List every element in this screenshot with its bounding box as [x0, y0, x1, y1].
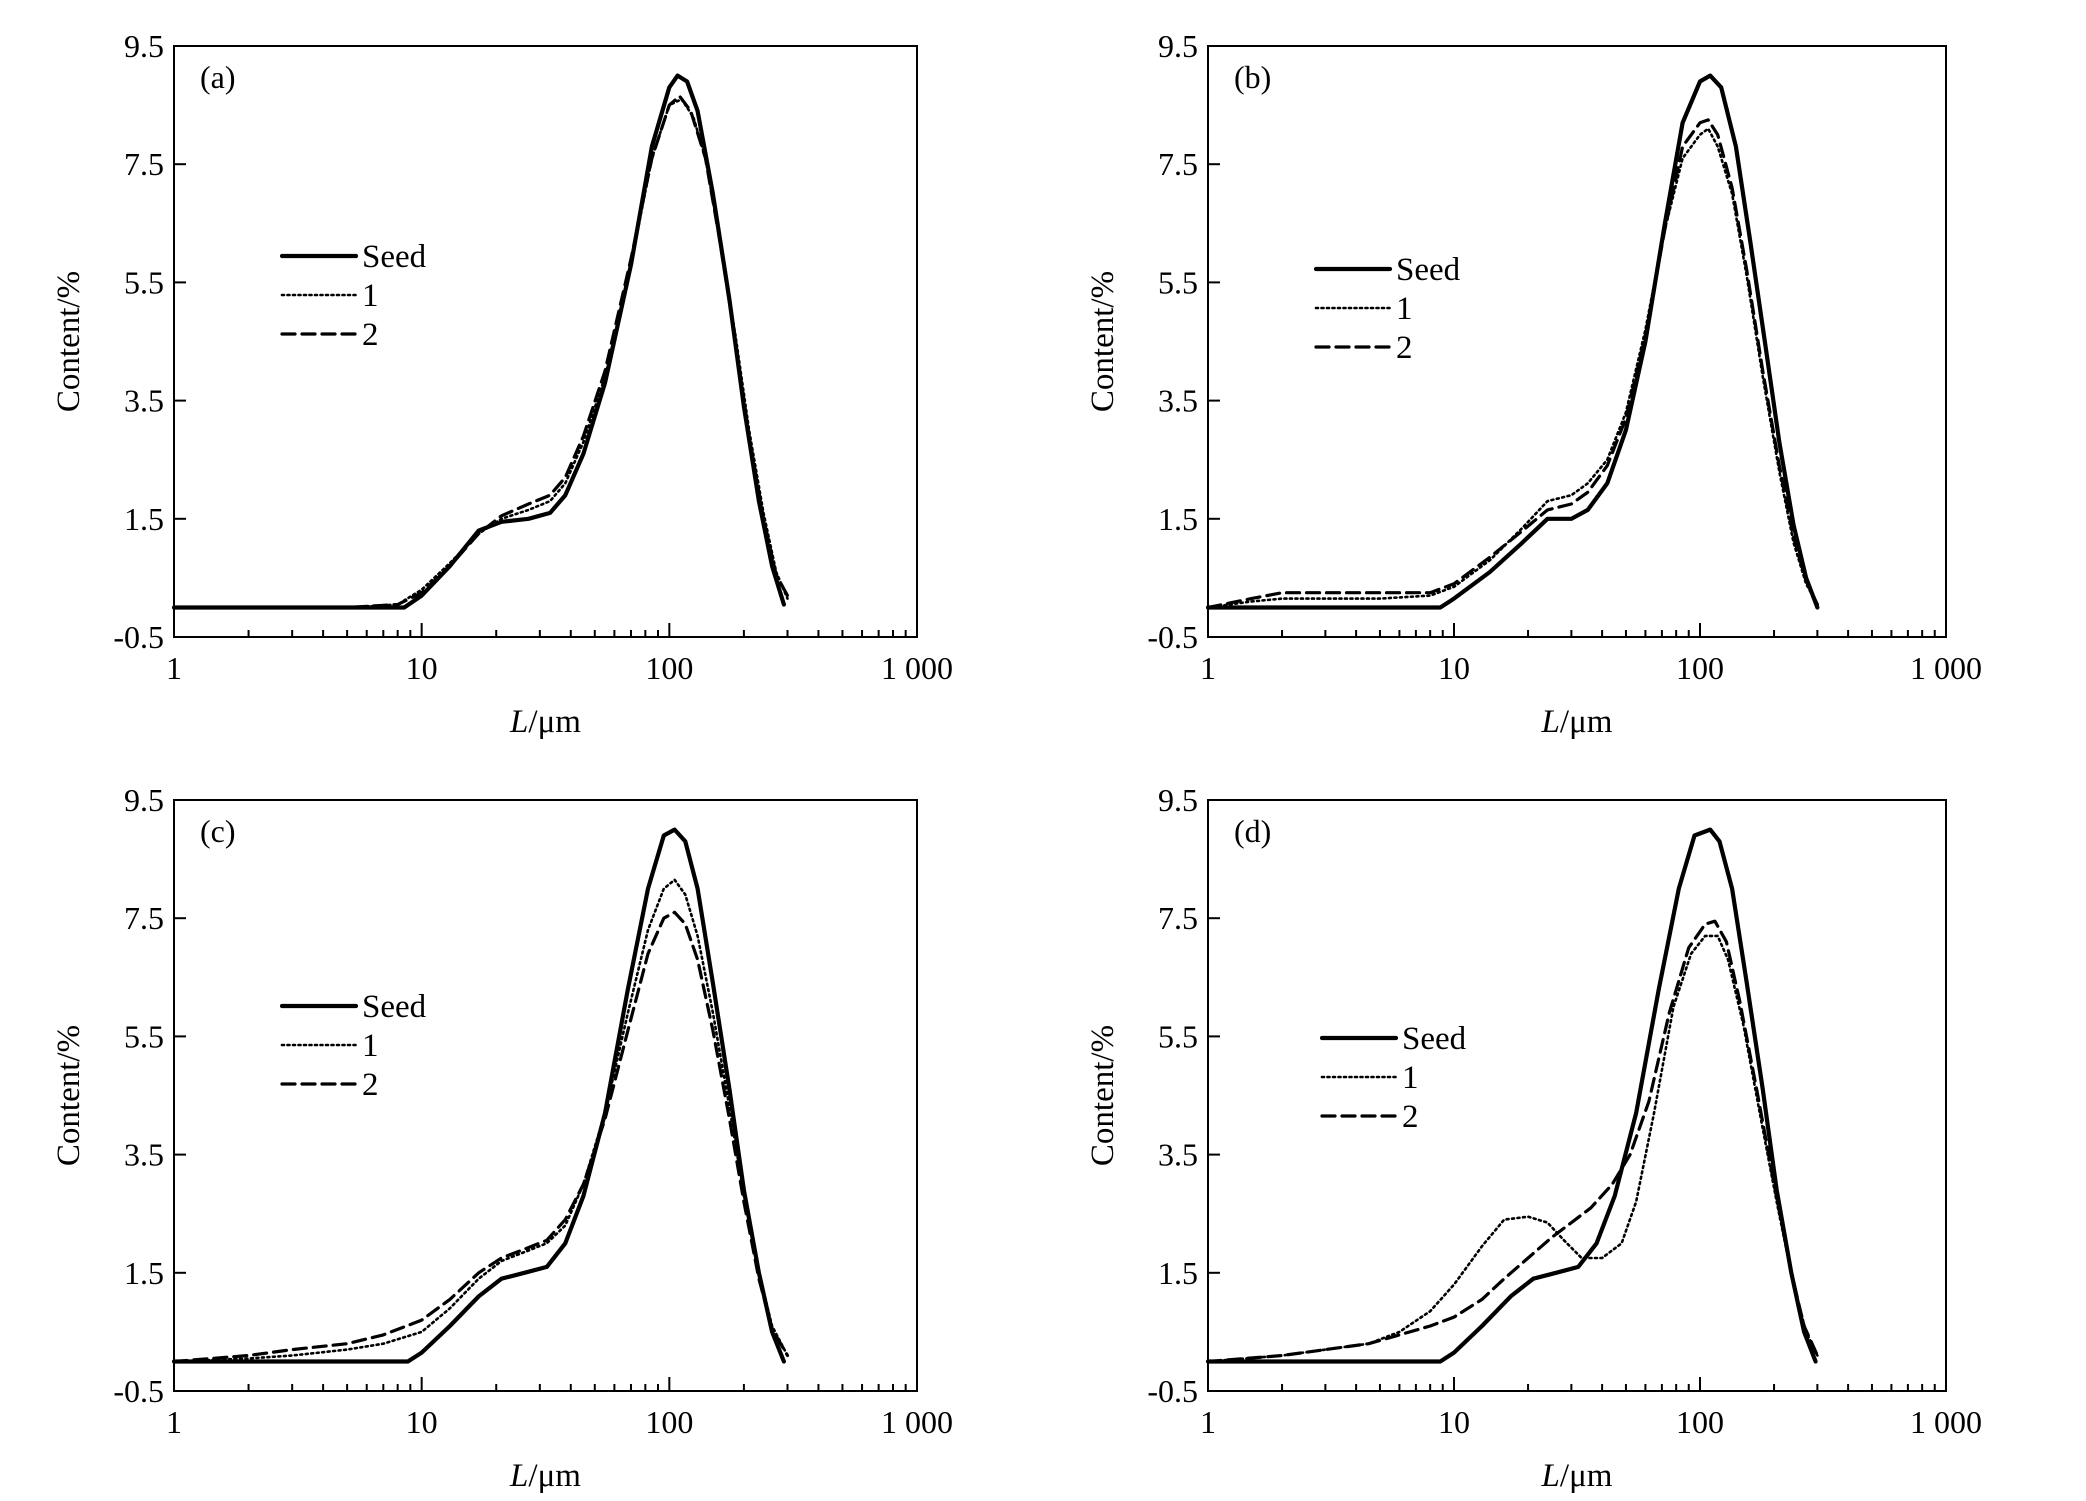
legend-label: 1 — [1402, 1060, 1419, 1096]
x-tick-label: 100 — [1676, 1404, 1724, 1440]
plot-frame — [1207, 799, 1947, 1392]
legend-label: 1 — [1396, 291, 1413, 327]
x-axis-label: L/μm — [509, 1458, 581, 1494]
series-line-2 — [1206, 118, 1819, 610]
plot-frame — [1207, 45, 1947, 638]
legend-label: 2 — [362, 1067, 379, 1103]
y-tick-label: 5.5 — [124, 1018, 164, 1054]
y-axis-label: Content/% — [51, 1025, 87, 1166]
x-tick-label: 10 — [1438, 650, 1470, 686]
plot-frame — [173, 799, 918, 1392]
x-tick-label: 1 — [166, 650, 182, 686]
y-tick-label: 3.5 — [1158, 383, 1198, 419]
x-tick-label: 10 — [406, 1404, 438, 1440]
chart-panel-1: 1 10 100 1 000 -0.5 1.5 3.5 5.5 7.5 9.5 Content/% L… — [51, 28, 953, 740]
x-tick-label: 10 — [1438, 1404, 1470, 1440]
x-tick-label: 1 — [166, 1404, 182, 1440]
y-tick-label: 7.5 — [1158, 900, 1198, 936]
series-line-seed — [1205, 827, 1818, 1364]
legend-label: Seed — [1396, 252, 1461, 288]
x-axis-label-symbol: L — [509, 1458, 528, 1494]
x-axis-label: L/μm — [509, 704, 581, 740]
series-line-1 — [1206, 127, 1819, 609]
x-tick-label: 1 — [1200, 650, 1216, 686]
panel-label: (d) — [1234, 813, 1271, 849]
y-tick-label: -0.5 — [1147, 1373, 1198, 1409]
chart-panel-4: 1 10 100 1 000 -0.5 1.5 3.5 5.5 7.5 9.5 Content/% L… — [1085, 782, 1982, 1494]
legend-label: 1 — [362, 1028, 379, 1064]
y-tick-label: 1.5 — [124, 1255, 164, 1291]
series-line-1 — [1206, 934, 1819, 1363]
x-axis-label-unit: /μm — [528, 1458, 581, 1494]
y-tick-label: 3.5 — [124, 1137, 164, 1173]
legend-label: Seed — [362, 239, 427, 275]
y-axis-label: Content/% — [51, 271, 87, 412]
plot-frame — [173, 45, 918, 638]
y-tick-label: 7.5 — [1158, 146, 1198, 182]
chart-panel-2: 1 10 100 1 000 -0.5 1.5 3.5 5.5 7.5 9.5 Content/% L… — [1085, 28, 1982, 740]
y-tick-label: -0.5 — [113, 1373, 164, 1409]
legend-label: 2 — [1396, 330, 1413, 366]
series-line-2 — [172, 910, 790, 1364]
series-line-seed — [171, 827, 786, 1364]
y-tick-label: 1.5 — [1158, 1255, 1198, 1291]
x-tick-label: 100 — [645, 1404, 693, 1440]
series-line-seed — [1205, 73, 1820, 610]
y-tick-label: 7.5 — [124, 146, 164, 182]
y-tick-label: 3.5 — [124, 383, 164, 419]
legend-label: 2 — [362, 317, 379, 353]
y-tick-label: 5.5 — [1158, 1018, 1198, 1054]
y-tick-label: 9.5 — [1158, 782, 1198, 818]
legend-label: 1 — [362, 278, 379, 314]
y-tick-label: 1.5 — [124, 501, 164, 537]
panel-label: (b) — [1234, 59, 1271, 95]
chart-panel-3: 1 10 100 1 000 -0.5 1.5 3.5 5.5 7.5 9.5 Content/% L… — [51, 782, 953, 1494]
y-tick-label: 9.5 — [124, 782, 164, 818]
x-tick-label: 1 — [1200, 1404, 1216, 1440]
series-line-seed — [171, 73, 786, 610]
series-line-1 — [172, 97, 789, 609]
x-axis-label: L/μm — [1541, 704, 1613, 740]
legend-label: 2 — [1402, 1099, 1419, 1135]
x-axis-label-symbol: L — [1541, 1458, 1560, 1494]
x-tick-label: 1 000 — [881, 1404, 953, 1440]
panel-label: (a) — [200, 59, 236, 95]
series-line-2 — [172, 94, 790, 610]
y-tick-label: 5.5 — [124, 264, 164, 300]
x-axis-label-unit: /μm — [528, 704, 581, 740]
y-tick-label: 9.5 — [1158, 28, 1198, 64]
x-axis-label-unit: /μm — [1560, 1458, 1613, 1494]
y-tick-label: -0.5 — [1147, 619, 1198, 655]
y-tick-label: 1.5 — [1158, 501, 1198, 537]
y-tick-label: 9.5 — [124, 28, 164, 64]
y-tick-label: 3.5 — [1158, 1137, 1198, 1173]
x-tick-label: 10 — [406, 650, 438, 686]
y-axis-label: Content/% — [1085, 1025, 1121, 1166]
x-axis-label-symbol: L — [1541, 704, 1560, 740]
y-tick-label: -0.5 — [113, 619, 164, 655]
x-tick-label: 1 000 — [1910, 1404, 1982, 1440]
x-axis-label-symbol: L — [509, 704, 528, 740]
x-tick-label: 100 — [645, 650, 693, 686]
panel-label: (c) — [200, 813, 236, 849]
legend-label: Seed — [362, 989, 427, 1025]
x-axis-label: L/μm — [1541, 1458, 1613, 1494]
x-tick-label: 100 — [1676, 650, 1724, 686]
x-tick-label: 1 000 — [881, 650, 953, 686]
y-axis-label: Content/% — [1085, 271, 1121, 412]
legend-label: Seed — [1402, 1021, 1467, 1057]
series-line-2 — [1206, 919, 1819, 1364]
y-tick-label: 7.5 — [124, 900, 164, 936]
y-tick-label: 5.5 — [1158, 264, 1198, 300]
x-axis-label-unit: /μm — [1560, 704, 1613, 740]
x-tick-label: 1 000 — [1910, 650, 1982, 686]
